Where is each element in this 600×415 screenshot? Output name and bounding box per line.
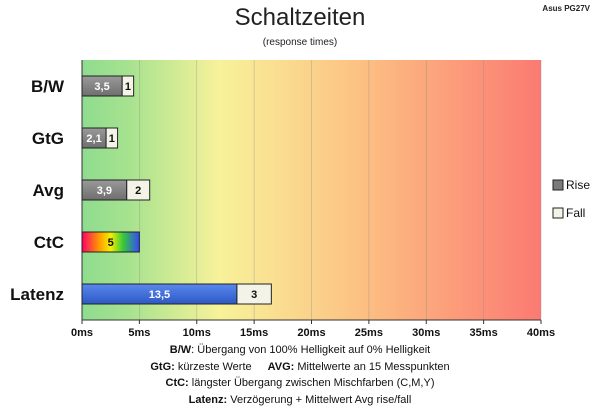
x-tick-label: 0ms [71, 327, 93, 339]
x-tick-label: 15ms [240, 327, 268, 339]
chart-title: Schaltzeiten [234, 4, 366, 31]
footer-line-bw: B/W: Übergang von 100% Helligkeit auf 0%… [0, 342, 600, 359]
x-tick-label: 30ms [412, 327, 440, 339]
bar-fall [121, 75, 135, 97]
x-tick-label: 40ms [527, 327, 555, 339]
footer-text-bw: : Übergang von 100% Helligkeit auf 0% He… [191, 344, 431, 356]
footer-text-ctc: längster Übergang zwischen Mischfarben (… [188, 377, 435, 389]
bar-fall-label: 2 [135, 185, 141, 197]
footer-line-ctc: CtC: längster Übergang zwischen Mischfar… [0, 375, 600, 392]
footer-line-gtg-avg: GtG: kürzeste Werte AVG: Mittelwerte an 1… [0, 359, 600, 376]
chart-subtitle: (response times) [262, 37, 338, 48]
bar-rise-label: 3,9 [97, 185, 112, 197]
bar-rise-label: 5 [108, 237, 114, 249]
bar-fall-label: 1 [109, 133, 115, 145]
plot-svg: 0ms 5ms 10ms 15ms 20ms 25ms 30ms 35ms 40ms B/W 3,5… [10, 60, 590, 339]
bar-fall [105, 127, 119, 149]
bar-fall [126, 179, 151, 201]
x-tick-label: 5ms [128, 327, 150, 339]
x-tick-label: 10ms [183, 327, 211, 339]
category-label: B/W [31, 77, 65, 96]
x-tick-label: 20ms [297, 327, 325, 339]
legend-label-rise: Rise [566, 178, 590, 192]
bar-rise [81, 231, 140, 253]
footer-text-latenz: Verzögerung + Mittelwert Avg rise/fall [227, 393, 412, 406]
legend-label-fall: Fall [566, 206, 585, 220]
footer-key-latenz: Latenz: [188, 393, 228, 406]
footer-text-avg: Mittelwerte an 15 Messpunkten [294, 360, 450, 373]
category-label: CtC [34, 233, 64, 252]
legend-swatch-rise [552, 179, 564, 191]
bar-fall-label: 1 [125, 81, 131, 93]
legend-swatch-fall [552, 207, 564, 219]
bar-rise-label: 2,1 [86, 133, 101, 145]
bar-fall-label: 3 [251, 289, 257, 301]
footer-key-avg: AVG: [267, 360, 295, 373]
category-label: Latenz [10, 285, 64, 304]
footer-key-ctc: CtC: [165, 377, 189, 389]
bar-fall [236, 283, 272, 305]
monitor-model-label: Asus PG27V [542, 4, 590, 13]
footer-key-gtg: GtG: [150, 360, 175, 373]
bar-rise-label: 13,5 [149, 289, 170, 301]
footer-text-gtg: kürzeste Werte [174, 360, 252, 373]
bar-rise-label: 3,5 [94, 81, 109, 93]
footer-line-latenz: Latenz: Verzögerung + Mittelwert Avg ris… [0, 392, 600, 409]
footer-key-bw: B/W [169, 344, 192, 356]
x-tick-label: 35ms [470, 327, 498, 339]
footer-notes: B/W: Übergang von 100% Helligkeit auf 0%… [0, 342, 600, 408]
category-label: Avg [33, 181, 65, 200]
category-label: GtG [32, 129, 64, 148]
x-tick-label: 25ms [355, 327, 383, 339]
